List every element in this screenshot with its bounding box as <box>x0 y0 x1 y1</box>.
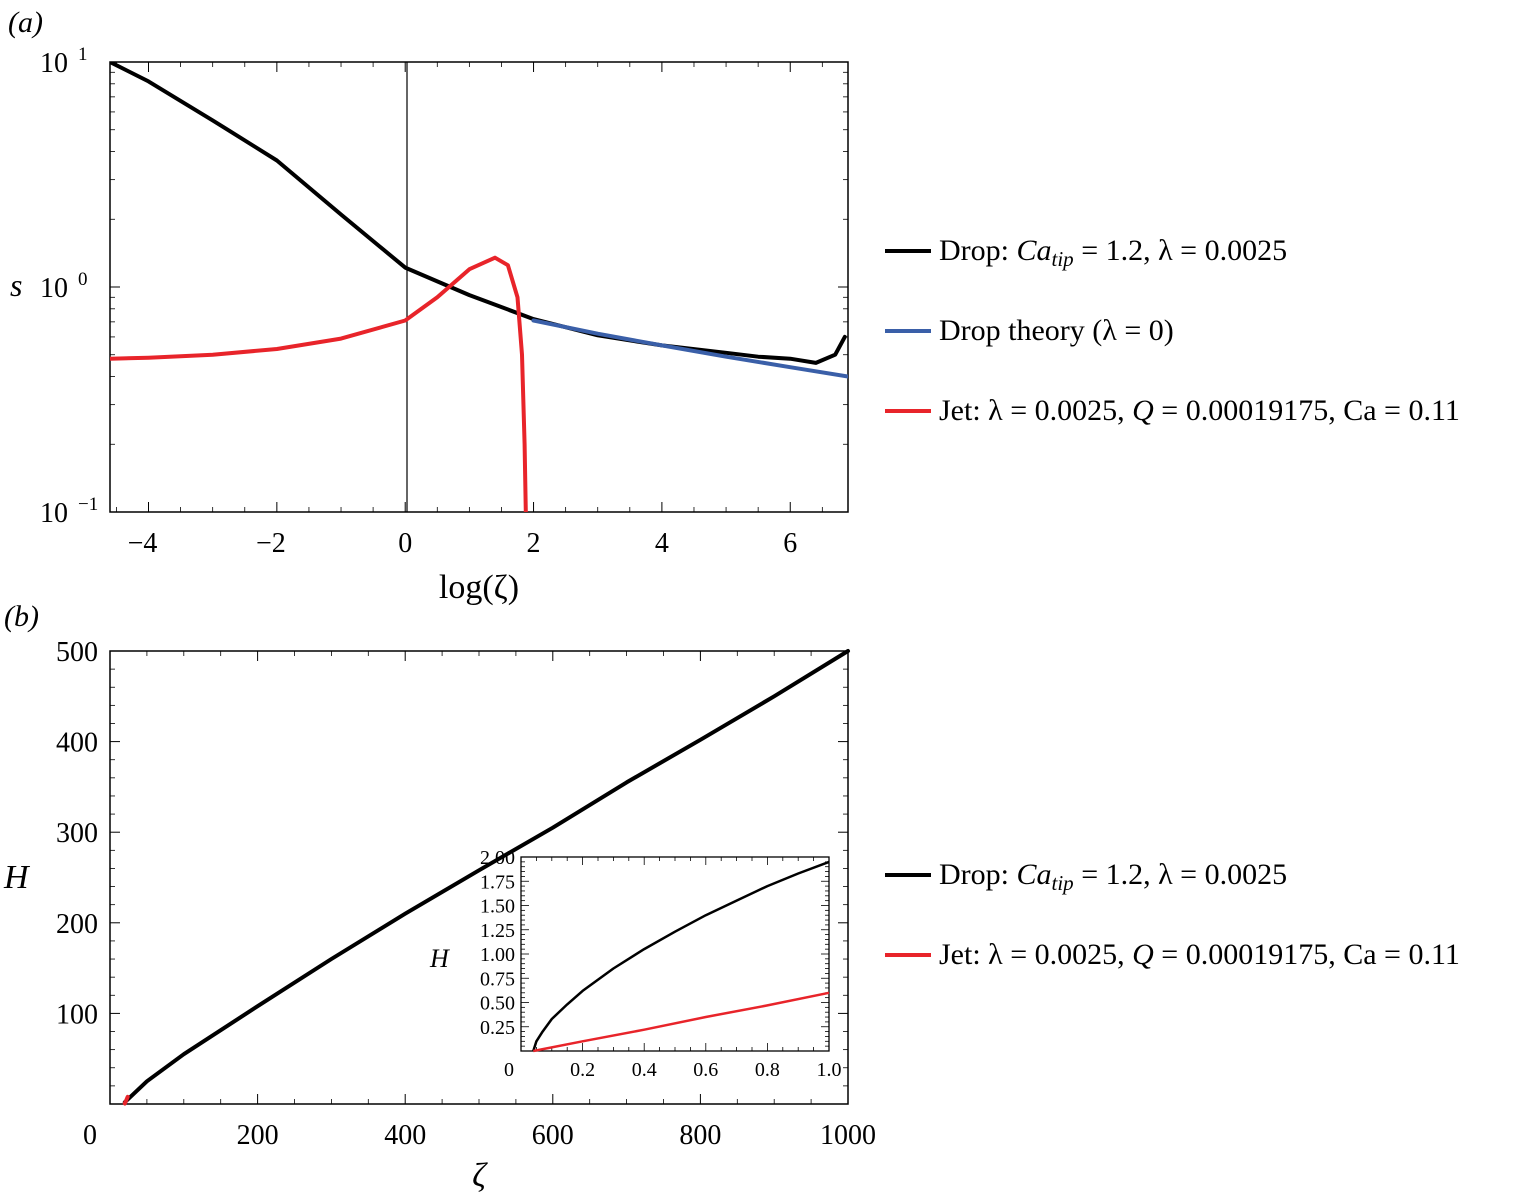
inset-x-tick-label: 0.4 <box>632 1059 657 1081</box>
drop-theory-curve <box>531 318 848 379</box>
x-tick-label: 800 <box>679 1120 721 1151</box>
panel-a-ticks <box>110 61 848 513</box>
inset-x-tick-label: 0.8 <box>755 1059 780 1081</box>
inset-ticks <box>520 856 830 1052</box>
legend-item: Drop: Catip = 1.2, λ = 0.0025 <box>885 231 1287 271</box>
panel-a-x-axis-label: log(ζ) <box>439 569 519 606</box>
legend-variable: Q <box>1132 938 1154 971</box>
legend-item: Jet: λ = 0.0025, Q = 0.00019175, Ca = 0.… <box>885 391 1460 431</box>
legend-variable: Ca <box>1016 858 1052 891</box>
y-tick-label: 10 <box>40 273 68 304</box>
inset-y-tick-label: 1.50 <box>480 896 515 918</box>
x-tick-label: 0 <box>398 528 412 559</box>
panel-a-y-axis-label: s <box>10 267 22 303</box>
panel-b-label: (b) <box>4 600 39 633</box>
inset-series <box>532 860 830 1053</box>
inset-y-tick-label: 0.50 <box>480 993 515 1015</box>
panel-b-inset: 0.250.50 0.751.001.251.50 1.752.00 0 0.2 0.4… <box>429 847 842 1081</box>
inset-x-tick-label: 1.0 <box>817 1059 842 1081</box>
panel-a-y-tick-labels: 10 1 10 0 10 −1 <box>40 44 98 529</box>
panel-b-x-tick-labels: 0 200 400 600 800 1000 <box>83 1120 876 1151</box>
panel-a-frame <box>109 61 849 513</box>
panel-b-y-tick-labels: 100 200 300 400 500 <box>56 637 98 1030</box>
legend-label-suffix: = 0.00019175, Ca = 0.11 <box>1153 938 1460 971</box>
legend-label: Drop: <box>939 234 1017 267</box>
panel-b-plot <box>109 649 850 1106</box>
y-tick-label: 10 <box>40 498 68 529</box>
panel-b-x-axis-label: ζ <box>472 1157 488 1194</box>
inset-x-tick-label: 0.6 <box>693 1059 718 1081</box>
inset-y-axis-label: H <box>429 944 450 973</box>
legend-item: Drop theory (λ = 0) <box>885 311 1174 351</box>
y-tick-label: 200 <box>56 909 98 940</box>
inset-drop-curve <box>532 860 830 1052</box>
panel-b-series <box>122 649 850 1106</box>
panel-a-plot <box>109 61 849 513</box>
inset-jet-curve <box>533 991 830 1053</box>
y-tick-label: 10 <box>40 48 68 79</box>
legend-label-suffix: = 0.00019175, Ca = 0.11 <box>1153 394 1460 427</box>
x-tick-label: −2 <box>256 528 286 559</box>
legend-subscript: tip <box>1051 247 1074 271</box>
x-tick-label: 600 <box>532 1120 574 1151</box>
y-tick-label: 400 <box>56 728 98 759</box>
x-tick-label: 6 <box>783 528 797 559</box>
panel-a-series <box>110 62 848 512</box>
x-tick-label: 200 <box>237 1120 279 1151</box>
legend-label-suffix: = 1.2, λ = 0.0025 <box>1073 234 1288 267</box>
legend-label: Drop theory (λ = 0) <box>939 314 1174 347</box>
legend-subscript: tip <box>1051 871 1074 895</box>
legend-label: Drop: <box>939 858 1017 891</box>
x-tick-label: 2 <box>527 528 541 559</box>
legend-variable: Q <box>1132 394 1154 427</box>
legend-label-suffix: = 1.2, λ = 0.0025 <box>1073 858 1288 891</box>
drop-curve <box>122 649 850 1105</box>
panel-a-label: (a) <box>8 6 43 39</box>
x-tick-label: 4 <box>655 528 669 559</box>
y-tick-exponent: 0 <box>78 269 88 290</box>
panel-a-x-tick-labels: −4 −2 0 2 4 6 <box>128 528 798 559</box>
legend-variable: Ca <box>1016 234 1052 267</box>
y-tick-exponent: −1 <box>78 494 98 515</box>
legend-swatch <box>885 249 931 254</box>
inset-x-tick-label: 0 <box>504 1059 514 1081</box>
legend-swatch <box>885 329 931 334</box>
y-tick-label: 500 <box>56 637 98 668</box>
jet-curve <box>110 255 528 512</box>
x-tick-label: 400 <box>384 1120 426 1151</box>
inset-y-tick-label: 2.00 <box>480 847 515 869</box>
inset-y-tick-label: 1.00 <box>480 944 515 966</box>
jet-curve <box>122 1094 130 1106</box>
x-tick-label: 1000 <box>820 1120 876 1151</box>
legend-swatch <box>885 409 931 414</box>
legend-swatch <box>885 873 931 878</box>
legend-item: Jet: λ = 0.0025, Q = 0.00019175, Ca = 0.… <box>885 935 1460 975</box>
inset-y-tick-label: 0.25 <box>480 1017 515 1039</box>
inset-frame <box>520 856 830 1052</box>
panel-b-y-axis-label: H <box>3 859 31 896</box>
y-tick-exponent: 1 <box>78 44 88 65</box>
drop-curve <box>110 62 847 365</box>
x-tick-label: −4 <box>128 528 158 559</box>
x-tick-label: 0 <box>83 1120 97 1151</box>
legend-item: Drop: Catip = 1.2, λ = 0.0025 <box>885 855 1287 895</box>
legend-label: Jet: λ = 0.0025, <box>939 938 1133 971</box>
inset-y-tick-labels: 0.250.50 0.751.001.251.50 1.752.00 <box>480 847 515 1039</box>
inset-y-tick-label: 1.75 <box>480 871 515 893</box>
inset-y-tick-label: 0.75 <box>480 968 515 990</box>
y-tick-label: 100 <box>56 999 98 1030</box>
legend-label: Jet: λ = 0.0025, <box>939 394 1133 427</box>
inset-x-tick-labels: 0 0.2 0.4 0.6 0.8 1.0 <box>504 1059 842 1081</box>
inset-y-tick-label: 1.25 <box>480 920 515 942</box>
legend-swatch <box>885 953 931 958</box>
panel-b-ticks <box>109 650 849 1105</box>
inset-x-tick-label: 0.2 <box>570 1059 595 1081</box>
y-tick-label: 300 <box>56 818 98 849</box>
